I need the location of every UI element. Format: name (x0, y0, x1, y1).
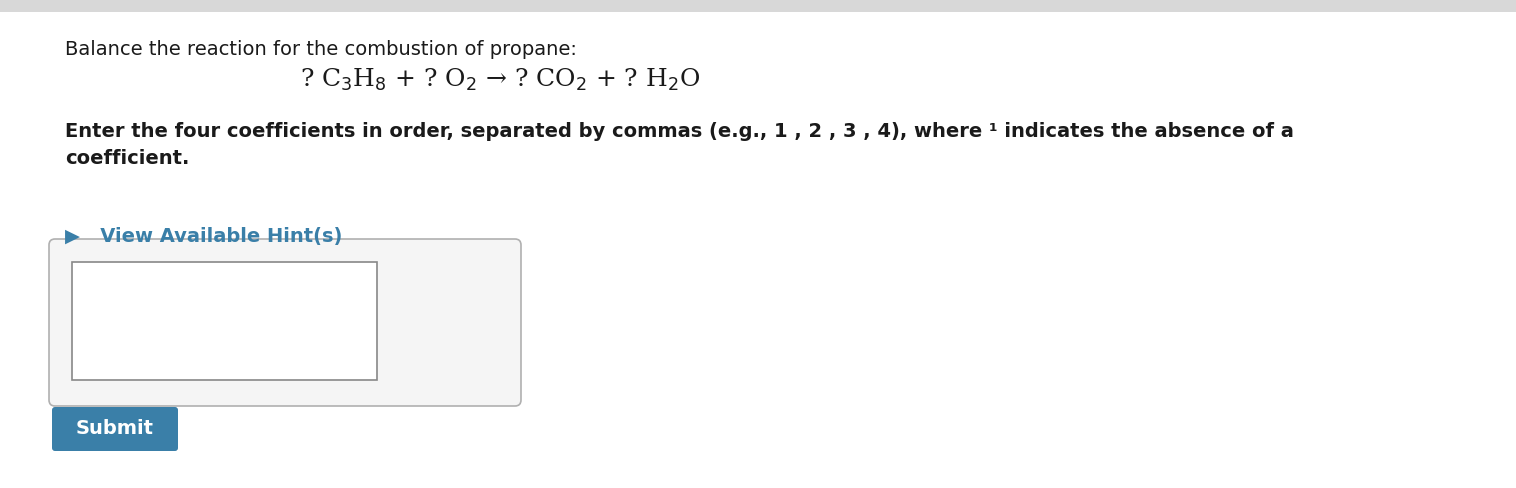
FancyBboxPatch shape (49, 239, 522, 406)
Text: ▶   View Available Hint(s): ▶ View Available Hint(s) (65, 227, 343, 246)
FancyBboxPatch shape (52, 407, 177, 451)
Text: Enter the four coefficients in order, separated by commas (e.g., 1 , 2 , 3 , 4),: Enter the four coefficients in order, se… (65, 122, 1293, 167)
FancyBboxPatch shape (0, 0, 1516, 12)
Text: Submit: Submit (76, 420, 155, 439)
Text: ? C$_3$H$_8$ + ? O$_2$ → ? CO$_2$ + ? H$_2$O: ? C$_3$H$_8$ + ? O$_2$ → ? CO$_2$ + ? H$… (300, 67, 700, 93)
FancyBboxPatch shape (71, 262, 377, 380)
Text: Balance the reaction for the combustion of propane:: Balance the reaction for the combustion … (65, 40, 578, 59)
